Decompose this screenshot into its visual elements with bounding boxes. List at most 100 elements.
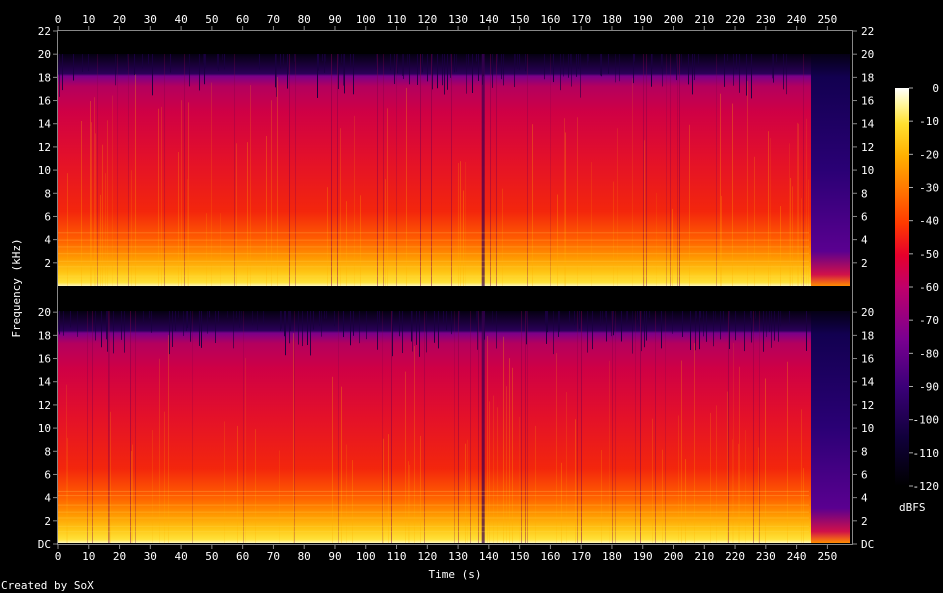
section-boundary	[481, 54, 485, 286]
bright-streak	[489, 401, 490, 543]
dark-streak	[601, 54, 602, 77]
vertical-line	[184, 54, 185, 286]
bright-streak	[685, 459, 686, 543]
x-tick-label-top: 40	[174, 13, 187, 26]
bright-streak	[332, 376, 333, 543]
dark-streak	[350, 311, 351, 346]
bright-streak	[720, 93, 721, 287]
bright-streak	[67, 437, 68, 543]
bright-streak	[732, 103, 733, 286]
y-axis-label: Frequency (kHz)	[10, 238, 23, 337]
vertical-line	[135, 311, 136, 543]
bright-streak	[94, 97, 95, 286]
dark-streak	[218, 311, 219, 322]
colorbar-tick-label: -90	[919, 381, 939, 394]
bright-streak	[95, 133, 96, 286]
bright-streak	[100, 194, 101, 286]
y-tick-label-left: 8	[44, 445, 51, 458]
dark-streak	[771, 311, 772, 348]
bright-streak	[409, 464, 410, 543]
vertical-line	[581, 311, 582, 543]
y-tick-label-right: 6	[861, 210, 868, 223]
harmonic-band	[58, 275, 809, 277]
dark-streak	[227, 311, 228, 318]
dark-streak	[275, 54, 276, 88]
dark-streak	[319, 311, 320, 326]
bright-streak	[770, 138, 771, 286]
dark-streak	[422, 54, 423, 73]
dark-streak	[343, 311, 344, 338]
bright-streak	[512, 367, 513, 543]
dark-streak	[437, 54, 438, 89]
y-tick-label-right: 14	[861, 118, 875, 131]
dark-streak	[778, 311, 779, 342]
harmonic-band	[58, 253, 809, 255]
vertical-line	[643, 54, 644, 286]
dark-streak	[789, 311, 790, 325]
y-tick-label-right: 20	[861, 48, 874, 61]
bright-streak	[132, 444, 133, 543]
bright-streak	[780, 206, 781, 286]
dark-streak	[127, 54, 128, 70]
vertical-line	[454, 311, 455, 543]
x-tick-label-top: 240	[787, 13, 807, 26]
vertical-line	[640, 311, 641, 543]
dark-streak	[515, 54, 516, 64]
dark-streak	[751, 311, 752, 343]
y-tick-label-left: 18	[38, 329, 51, 342]
bright-streak	[738, 443, 739, 543]
dark-streak	[59, 54, 60, 97]
bright-streak	[591, 162, 592, 286]
dark-streak	[134, 54, 135, 75]
x-tick-label-bottom: 120	[417, 550, 437, 563]
bright-streak	[765, 378, 766, 543]
bright-streak	[561, 462, 562, 543]
dark-streak	[681, 54, 682, 67]
vertical-line	[451, 54, 452, 286]
dark-streak	[776, 54, 777, 63]
dark-streak	[344, 54, 345, 94]
dark-streak	[403, 54, 404, 80]
bright-streak	[519, 416, 520, 543]
bright-streak	[465, 161, 466, 286]
dark-streak	[783, 54, 784, 90]
vertical-line	[337, 54, 338, 286]
x-tick-label-bottom: 60	[236, 550, 249, 563]
dark-streak	[218, 54, 219, 71]
colorbar-tick-label: -70	[919, 314, 939, 327]
x-tick-label-bottom: 200	[664, 550, 684, 563]
dark-streak	[447, 54, 448, 90]
harmonic-band	[58, 531, 809, 533]
channel-1-tail	[811, 54, 850, 286]
bright-streak	[747, 80, 748, 286]
dark-streak	[317, 54, 318, 98]
x-tick-label-top: 60	[236, 13, 249, 26]
dark-streak	[203, 54, 204, 64]
bright-streak	[710, 412, 711, 543]
bright-streak	[107, 120, 108, 287]
x-tick-label-bottom: 110	[387, 550, 407, 563]
dark-streak	[525, 54, 526, 72]
dark-streak	[172, 311, 173, 347]
bright-streak	[206, 213, 207, 286]
vertical-line	[391, 311, 392, 543]
spectrogram-channel-1	[58, 31, 852, 287]
dark-streak	[310, 311, 311, 356]
vertical-line	[109, 311, 110, 543]
vertical-line	[496, 54, 497, 286]
dark-streak	[476, 54, 477, 62]
dark-streak	[545, 311, 546, 326]
dark-streak	[735, 311, 736, 341]
dark-streak	[321, 311, 322, 337]
bright-streak	[81, 120, 82, 287]
x-tick-label-bottom: 150	[510, 550, 530, 563]
x-tick-label-top: 170	[571, 13, 591, 26]
bright-streak	[293, 333, 294, 543]
dark-streak	[579, 311, 580, 329]
dark-streak	[570, 54, 571, 65]
x-tick-label-top: 80	[298, 13, 311, 26]
bright-streak	[564, 118, 565, 286]
y-tick-label-left: 6	[44, 210, 51, 223]
bright-streak	[609, 360, 610, 543]
y-tick-label-left: 12	[38, 399, 51, 412]
